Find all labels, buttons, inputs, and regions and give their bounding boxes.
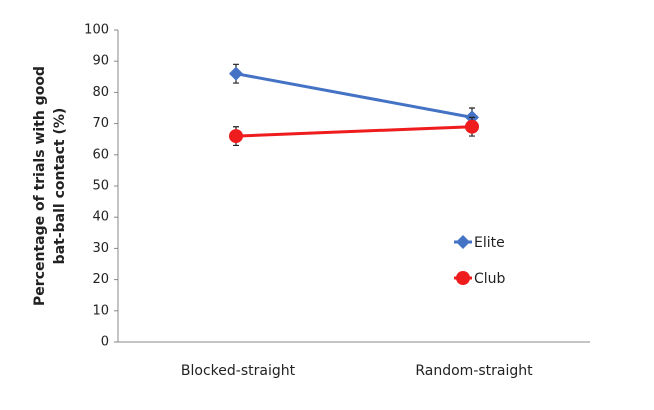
data-point: [229, 129, 243, 144]
y-tick-label: 70: [92, 116, 109, 131]
y-tick-label: 30: [92, 241, 109, 256]
y-tick-label: 80: [92, 85, 109, 100]
y-tick-label: 10: [92, 303, 109, 318]
y-tick-label: 60: [92, 147, 109, 162]
y-tick-label: 20: [92, 272, 109, 287]
y-axis-label: bat-ball contact (%): [52, 108, 68, 265]
legend-marker: [456, 271, 470, 285]
legend-label: Elite: [474, 235, 505, 251]
y-tick-label: 40: [92, 210, 109, 225]
legend-label: Club: [474, 271, 506, 287]
x-tick-label: Random-straight: [415, 363, 533, 379]
series-line: [235, 125, 473, 138]
data-point: [229, 66, 243, 81]
legend-marker: [456, 235, 470, 249]
y-tick-label: 100: [84, 23, 109, 38]
y-tick-label: 0: [101, 335, 109, 350]
y-axis-label: Percentage of trials with good: [32, 66, 48, 306]
series-line: [235, 72, 473, 119]
y-tick-label: 50: [92, 179, 109, 194]
x-tick-label: Blocked-straight: [181, 363, 296, 379]
data-point: [465, 119, 479, 134]
y-tick-label: 90: [92, 54, 109, 69]
